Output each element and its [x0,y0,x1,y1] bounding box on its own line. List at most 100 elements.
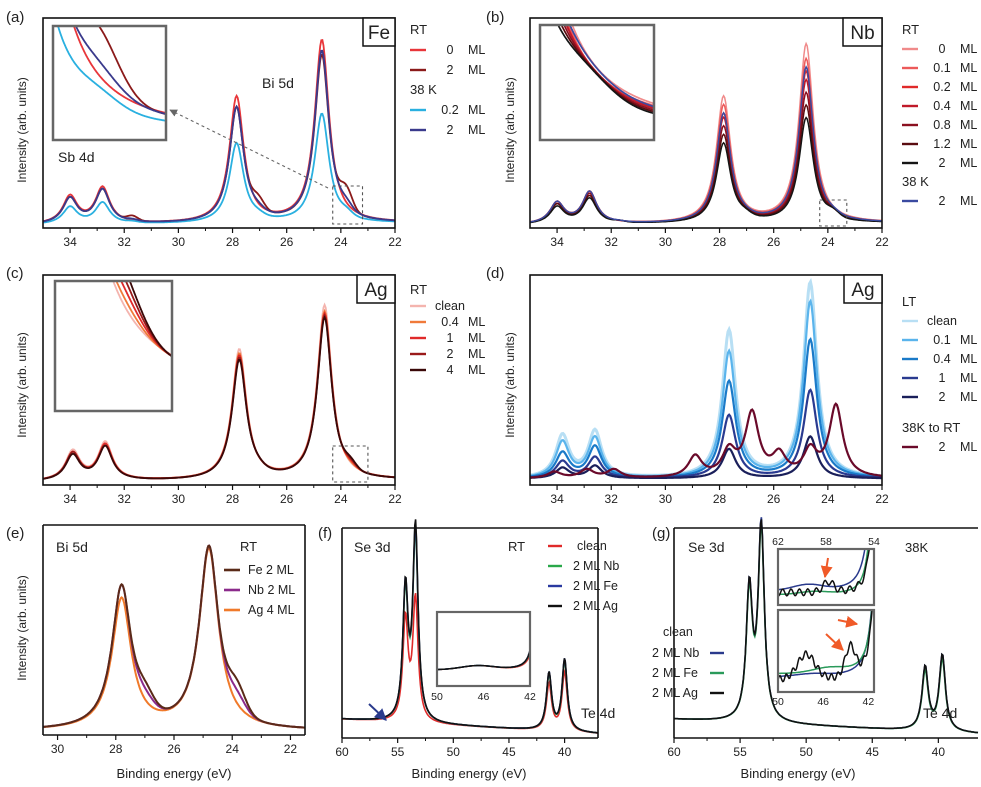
x-tick-label: 24 [821,492,835,506]
y-axis-label: Intensity (arb. units) [15,77,29,182]
x-axis-label: Binding energy (eV) [412,766,527,781]
x-tick-label: 55 [391,745,405,759]
inset-background [55,281,172,411]
legend-unit: ML [468,43,485,57]
series-line [673,519,979,734]
inset-tick-label: 46 [817,696,829,708]
panel-f: 60 55 50 45 40 Binding energy (eV) (f) Se 3d RT T… [318,519,619,781]
y-axis-label: Intensity (arb. units) [503,332,517,437]
legend-label: 2 [652,646,659,660]
legend-unit: ML [960,352,977,366]
feature-arrow [820,557,833,579]
x-tick-label: 28 [226,492,240,506]
x-tick-label: 26 [167,742,181,756]
series-line [529,103,883,223]
legend-label: 2 [939,440,946,454]
inset-frame [435,610,532,688]
inset-tick-label: 42 [863,696,875,708]
x-tick-label: 34 [63,235,77,249]
x-tick-label: 22 [284,742,298,756]
legend-label: ML Fe [583,579,618,593]
element-box-label: Fe [368,23,390,44]
x-tick-label: 24 [226,742,240,756]
element-box-label: Ag [851,280,874,301]
inset-frame [776,608,876,694]
legend-header: clean [663,625,693,639]
series-line [42,112,396,224]
legend-label: ML Ag [583,599,618,613]
legend-unit: ML [960,371,977,385]
inset-series-line [74,26,166,115]
legend-unit: ML [960,99,977,113]
legend-unit: ML [960,440,977,454]
y-axis-label: Intensity (arb. units) [503,77,517,182]
legend-label: Nb 2 ML [248,583,295,597]
zoom-region-box [332,445,369,483]
x-tick-label: 32 [118,235,132,249]
legend-label: 2 [939,194,946,208]
element-box-label: Ag [364,280,387,301]
legend-label: 0.2 [933,80,950,94]
x-tick-label: 60 [667,745,681,759]
inset-series-line [437,649,530,671]
panel-e: 30 28 26 24 22 Binding energy (eV) Intensity (… [6,524,306,781]
inset-tick-label: 62 [772,536,784,548]
series-line [529,402,883,479]
annotation-label: Te 4d [923,705,957,721]
x-tick-label: 22 [388,235,402,249]
x-tick-label: 34 [63,492,77,506]
x-tick-label: 55 [733,745,747,759]
plot-frame [42,274,396,486]
x-tick-label: 22 [388,492,402,506]
inset-frame [776,547,876,607]
series-line [529,277,883,478]
plot-frame [42,17,396,229]
element-box [842,17,883,47]
x-tick-label: 60 [335,745,349,759]
legend-label: 0.4 [933,99,950,113]
panel-g: 60 55 50 45 40 Binding energy (eV) (g) Se 3d 38K… [652,517,979,781]
legend-header: RT [410,22,427,37]
x-tick-label: 32 [605,235,619,249]
x-tick-label: 30 [172,235,186,249]
panel-label: (g) [652,525,670,542]
y-axis-label: Intensity (arb. units) [15,575,29,680]
inset-series-line [97,26,166,116]
inset-tick-label: 58 [820,536,832,548]
legend-label: 2 [939,390,946,404]
series-line [529,388,883,479]
series-line [42,315,395,480]
inset-series-line [115,281,172,357]
x-tick-label: 28 [226,235,240,249]
x-tick-label: 24 [821,235,835,249]
legend-header: LT [902,294,916,309]
series-line [529,90,883,223]
legend-unit: ML [468,347,485,361]
legend-label: 0 [939,42,946,56]
legend-label: 0.4 [933,352,950,366]
legend-header: RT [902,22,919,37]
legend-unit: ML [960,333,977,347]
legend-header: 38 K [902,174,929,189]
x-tick-label: 40 [558,745,572,759]
legend-label: ML Ag [663,686,698,700]
x-tick-label: 32 [118,492,132,506]
x-tick-label: 28 [713,492,727,506]
legend-label: 0.1 [933,333,950,347]
inset-series-line [778,549,866,591]
legend-label: 2 [939,156,946,170]
inset-series-line [568,25,654,108]
legend-unit: ML [960,156,977,170]
legend-label: ML Fe [663,666,698,680]
inset-series-line [557,25,654,115]
inset-series-line [124,281,172,358]
legend-unit: ML [960,42,977,56]
plot-frame [529,274,883,486]
x-tick-label: 30 [659,492,673,506]
legend-label: clean [577,539,607,553]
legend-label: 1.2 [933,137,950,151]
legend-unit: ML [960,390,977,404]
legend-label: 0 [447,43,454,57]
legend-unit: ML [468,363,485,377]
panel-label: (b) [486,9,504,26]
